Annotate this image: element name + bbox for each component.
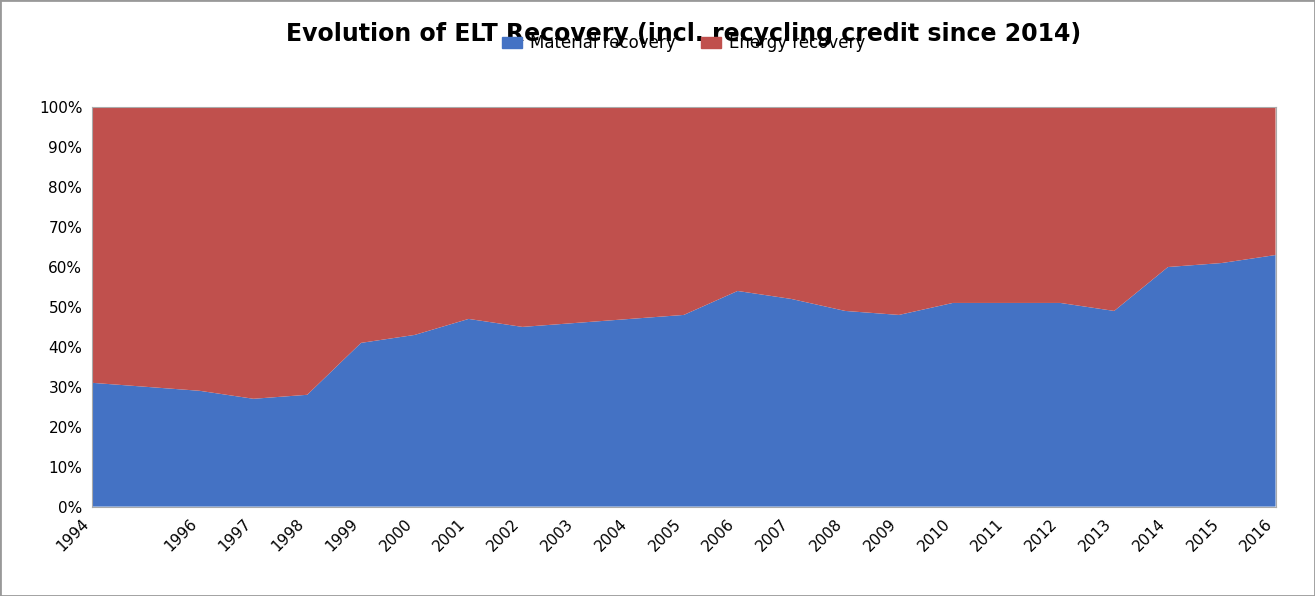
Legend: Material recovery, Energy recovery: Material recovery, Energy recovery: [496, 28, 872, 59]
Title: Evolution of ELT Recovery (incl. recycling credit since 2014): Evolution of ELT Recovery (incl. recycli…: [287, 21, 1081, 46]
